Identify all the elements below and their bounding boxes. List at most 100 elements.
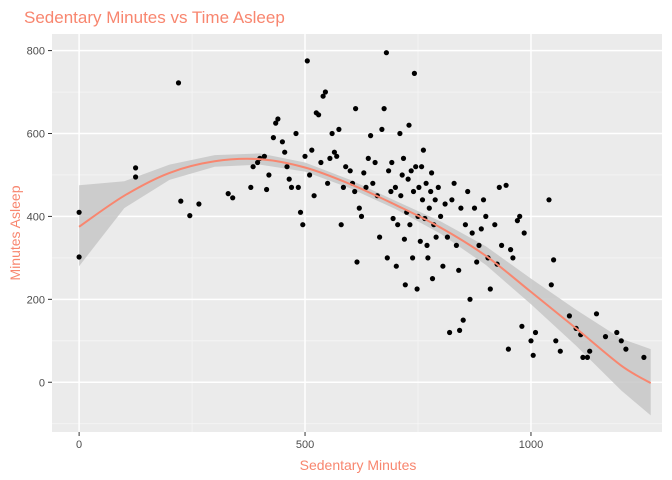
data-point [551, 257, 557, 263]
data-point [266, 172, 272, 178]
data-point [462, 222, 468, 228]
data-point [519, 323, 525, 329]
data-point [273, 120, 279, 126]
data-point [76, 209, 82, 215]
data-point [316, 112, 322, 118]
data-point [410, 255, 416, 261]
data-point [377, 234, 383, 240]
y-tick-label: 0 [39, 377, 45, 389]
data-point [447, 329, 453, 336]
data-point [286, 176, 292, 182]
data-point [388, 188, 394, 195]
data-point [553, 338, 559, 344]
data-point [329, 130, 335, 137]
data-point [331, 149, 337, 155]
chart-title: Sedentary Minutes vs Time Asleep [24, 8, 285, 27]
data-point [433, 234, 439, 240]
data-point [457, 327, 463, 333]
data-point [178, 198, 184, 204]
data-point [295, 184, 301, 190]
data-point [307, 172, 313, 178]
data-point [593, 311, 600, 317]
y-tick-label: 600 [27, 129, 45, 141]
data-point [407, 222, 413, 228]
data-point [419, 197, 426, 203]
data-point [449, 197, 455, 203]
data-point [496, 184, 502, 190]
data-point [425, 255, 431, 261]
y-axis-label: Minutes Asleep [7, 185, 23, 280]
data-point [580, 354, 586, 360]
data-point [514, 218, 521, 224]
data-point [356, 205, 362, 211]
data-point [320, 93, 326, 99]
data-point [383, 50, 389, 56]
data-point [347, 168, 353, 174]
data-point [304, 58, 310, 64]
data-point [352, 188, 358, 195]
confidence-ribbon [79, 153, 651, 416]
data-point [322, 89, 328, 95]
x-tick-label: 1000 [519, 439, 543, 451]
data-point [584, 354, 591, 360]
data-point [395, 222, 401, 228]
data-point [456, 267, 462, 273]
data-point [279, 139, 285, 145]
data-point [392, 184, 398, 190]
data-point [566, 313, 573, 319]
data-point [230, 195, 236, 201]
data-point [618, 338, 624, 344]
data-point [492, 222, 498, 228]
data-point [282, 149, 288, 155]
data-point [363, 184, 369, 190]
data-point [480, 197, 487, 203]
data-point [406, 122, 412, 128]
y-axis-ticks: 0 200 400 600 800 [27, 46, 52, 389]
data-point [530, 352, 536, 358]
data-point [416, 184, 422, 190]
data-point [508, 247, 514, 253]
data-point [401, 236, 407, 242]
data-point [196, 201, 202, 207]
data-point [398, 193, 404, 199]
data-point [471, 205, 478, 211]
data-point [386, 168, 392, 174]
data-point [309, 147, 315, 153]
data-point [325, 180, 331, 186]
y-tick-label: 200 [27, 294, 45, 306]
data-point [264, 186, 270, 193]
data-point [327, 155, 333, 161]
data-point [384, 255, 390, 261]
data-point [381, 106, 387, 112]
data-point [423, 180, 429, 186]
data-point [187, 213, 193, 219]
data-point [429, 276, 436, 282]
data-point [365, 155, 371, 161]
data-point [293, 130, 299, 137]
data-point [424, 242, 430, 248]
data-point [411, 70, 417, 76]
x-axis-ticks: 0 500 1000 [76, 432, 543, 451]
data-point [361, 170, 367, 176]
data-point [557, 348, 563, 354]
data-point [469, 230, 475, 236]
data-point [528, 338, 534, 344]
data-point [602, 334, 609, 340]
data-point [255, 159, 261, 166]
data-point [338, 222, 344, 228]
y-tick-label: 800 [27, 46, 45, 58]
data-point [483, 213, 489, 219]
data-point [458, 205, 464, 211]
data-point [284, 164, 290, 170]
data-point [428, 188, 434, 195]
data-point [435, 184, 441, 190]
data-point [442, 201, 448, 207]
data-point [302, 153, 308, 159]
data-point [405, 176, 411, 182]
data-point [467, 296, 473, 302]
data-point [410, 188, 417, 195]
data-point [397, 130, 403, 137]
data-point [503, 182, 509, 188]
data-point [393, 263, 399, 269]
